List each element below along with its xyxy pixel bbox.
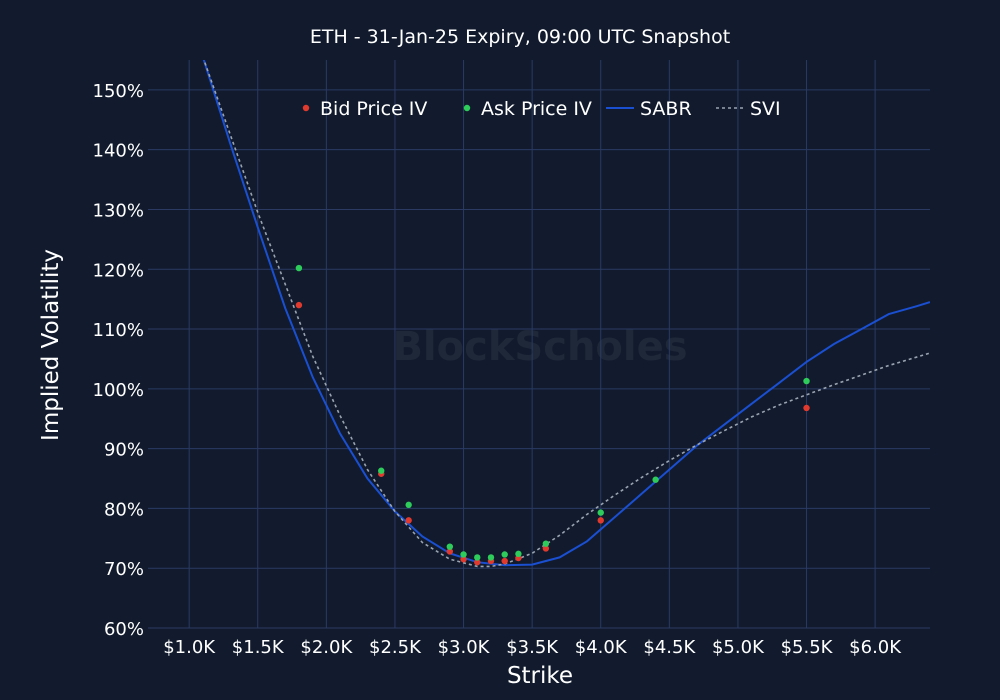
data-point-bid-price-iv (446, 548, 454, 555)
x-tick-label: $2.5K (369, 637, 422, 658)
data-point-ask-price-iv (501, 551, 508, 558)
legend-label-sabr: SABR (640, 98, 692, 120)
y-tick-label: 90% (104, 440, 144, 461)
x-tick-label: $4.5K (643, 637, 696, 658)
data-point-ask-price-iv (597, 509, 604, 516)
y-tick-label: 80% (104, 499, 144, 520)
x-tick-label: $2.0K (300, 637, 353, 658)
plot-series (202, 60, 930, 568)
y-tick-label: 60% (104, 619, 144, 640)
x-tick-label: $4.0K (575, 637, 628, 658)
legend-marker-bid-price-iv (302, 104, 310, 112)
series-line-sabr (202, 60, 930, 567)
data-point-bid-price-iv (542, 545, 550, 552)
legend-marker-ask-price-iv (463, 104, 471, 112)
x-tick-label: $3.5K (506, 637, 559, 658)
x-tick-label: $6.0K (849, 637, 902, 658)
x-tick-label: $3.0K (438, 637, 491, 658)
data-point-ask-price-iv (652, 476, 659, 483)
y-tick-label: 130% (93, 200, 144, 221)
data-point-ask-price-iv (378, 467, 385, 474)
y-tick-label: 150% (93, 81, 144, 102)
legend-label-svi: SVI (750, 98, 781, 120)
data-point-ask-price-iv (542, 540, 550, 547)
legend-label-ask-price-iv: Ask Price IV (481, 98, 592, 120)
data-point-bid-price-iv (501, 557, 508, 565)
data-point-ask-price-iv (803, 377, 810, 385)
data-point-bid-price-iv (597, 517, 604, 524)
grid (148, 60, 930, 629)
y-tick-label: 70% (104, 559, 144, 580)
axis-ticks: $1.0K $1.5K $2.0K $2.5K $3.0K $3.5K $4.0K $4.5K… (93, 81, 903, 658)
data-point-ask-price-iv (474, 554, 481, 561)
data-point-bid-price-iv (803, 404, 810, 412)
x-axis-title: Strike (507, 663, 573, 689)
legend-label-bid-price-iv: Bid Price IV (320, 98, 427, 120)
series-line-svi (203, 60, 930, 568)
data-point-ask-price-iv (487, 554, 495, 561)
y-tick-label: 100% (93, 380, 144, 401)
x-tick-label: $5.0K (712, 637, 765, 658)
watermark: BlockScholes (392, 324, 687, 370)
data-point-ask-price-iv (295, 264, 303, 272)
data-point-ask-price-iv (460, 551, 467, 558)
data-point-bid-price-iv (405, 517, 412, 524)
data-point-ask-price-iv (515, 550, 522, 558)
x-tick-label: $1.0K (163, 637, 216, 658)
data-point-ask-price-iv (446, 543, 454, 550)
y-tick-label: 120% (93, 260, 144, 281)
x-tick-label: $1.5K (232, 637, 285, 658)
data-point-bid-price-iv (474, 559, 481, 566)
data-point-ask-price-iv (405, 501, 412, 509)
y-axis-title: Implied Volatility (38, 249, 64, 441)
y-tick-label: 110% (93, 320, 144, 341)
data-point-bid-price-iv (295, 301, 303, 309)
y-tick-label: 140% (93, 141, 144, 162)
legend: Bid Price IV Ask Price IV SABR SVI (302, 98, 781, 120)
data-point-bid-price-iv (460, 556, 467, 563)
chart-title: ETH - 31-Jan-25 Expiry, 09:00 UTC Snapsh… (310, 26, 730, 48)
x-tick-label: $5.5K (781, 637, 834, 658)
